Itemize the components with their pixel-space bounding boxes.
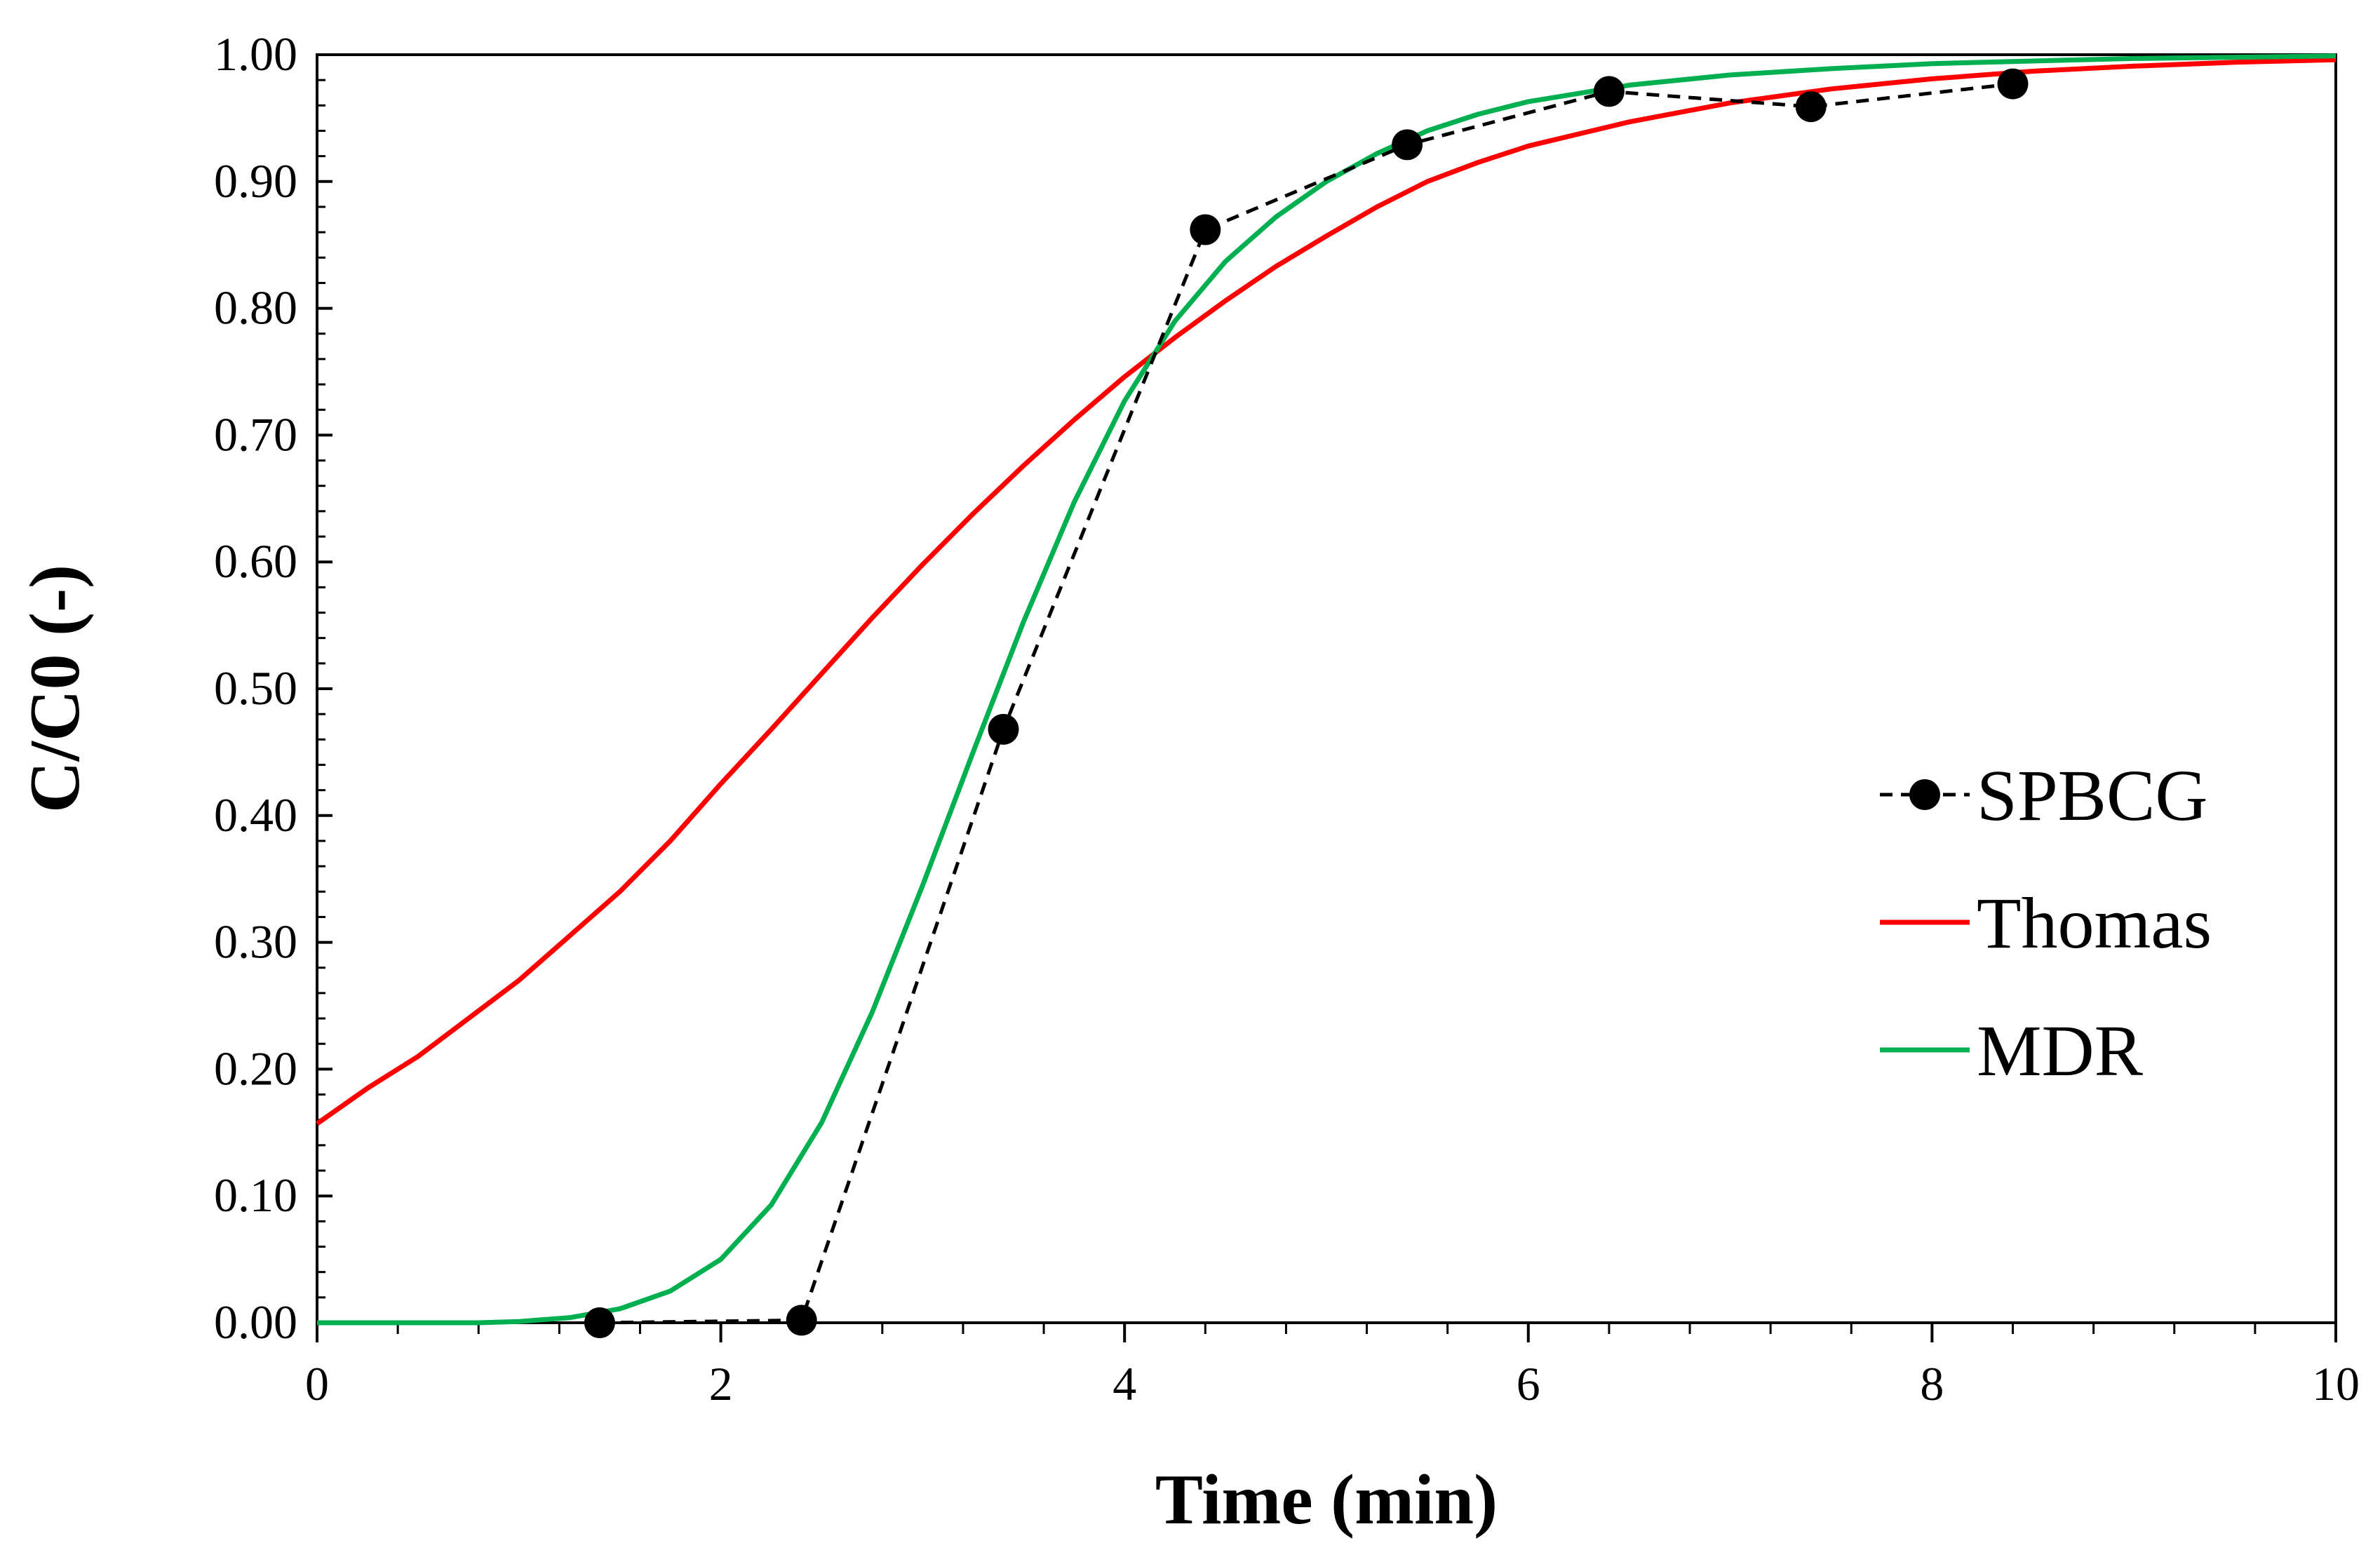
y-tick-label: 0.60 <box>214 534 297 588</box>
y-tick-label: 0.80 <box>214 281 297 335</box>
y-tick-label: 1.00 <box>214 27 297 81</box>
x-tick-label: 6 <box>1517 1357 1540 1410</box>
y-tick-label: 0.50 <box>214 661 297 715</box>
x-tick-label: 8 <box>1920 1357 1944 1410</box>
data-point-spbcg <box>1190 214 1221 245</box>
data-point-spbcg <box>1392 129 1423 161</box>
series-line-thomas <box>315 57 2337 1126</box>
y-tick-label: 0.70 <box>214 407 297 461</box>
legend-label-thomas: Thomas <box>1977 883 2212 964</box>
x-tick-label: 10 <box>2312 1357 2360 1410</box>
y-tick-label: 0.20 <box>214 1042 297 1095</box>
y-tick-label: 0.40 <box>214 788 297 842</box>
data-point-spbcg <box>988 713 1019 745</box>
series-line-mdr <box>317 53 2337 1326</box>
data-point-spbcg <box>584 1307 615 1338</box>
y-tick-label: 0.30 <box>214 915 297 969</box>
plot-frame <box>316 53 2337 1324</box>
x-tick-label: 2 <box>709 1357 733 1410</box>
y-tick-label: 0.00 <box>214 1295 297 1349</box>
x-axis-title: Time (min) <box>1155 1460 1498 1539</box>
legend-label-spbcg: SPBCG <box>1977 755 2208 836</box>
legend-marker-spbcg <box>1909 779 1940 810</box>
data-point-spbcg <box>1795 91 1827 123</box>
data-point-spbcg <box>1593 76 1625 107</box>
legend-label-mdr: MDR <box>1977 1011 2144 1091</box>
series-line-spbcg <box>599 82 2013 1325</box>
y-axis-title: C/C0 (-) <box>15 565 95 813</box>
y-tick-label: 0.10 <box>214 1168 297 1222</box>
data-point-spbcg <box>786 1305 817 1336</box>
y-tick-label: 0.90 <box>214 154 297 208</box>
x-tick-label: 4 <box>1112 1357 1136 1410</box>
axes: 0.00 0.10 0.20 0.30 0.40 0.50 0.60 0.70 0.80 0.90… <box>214 27 2360 1410</box>
legend: SPBCG Thomas MDR <box>1880 755 2212 1091</box>
x-tick-label: 0 <box>305 1357 329 1410</box>
series-layer <box>315 53 2337 1338</box>
data-point-spbcg <box>1997 68 2029 100</box>
